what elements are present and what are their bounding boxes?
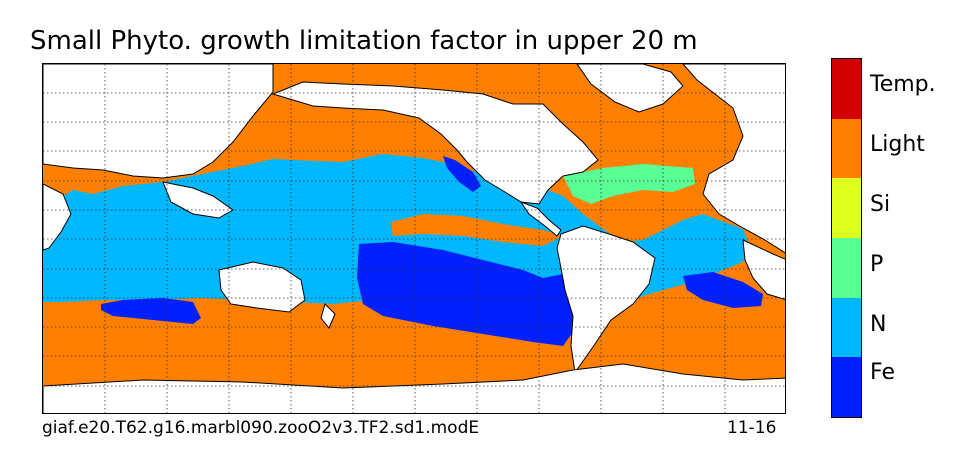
australia-landmass [218, 261, 306, 313]
colorbar-segment-temp [832, 59, 861, 119]
south-america-landmass [556, 225, 656, 374]
colorbar-label-fe: Fe [870, 360, 895, 385]
fe-limited-south-atlantic [683, 272, 763, 308]
colorbar-label-light: Light [870, 132, 925, 157]
colorbar-label-temp: Temp. [870, 72, 936, 97]
fe-limited-north-pacific [443, 156, 481, 192]
chart-title: Small Phyto. growth limitation factor in… [30, 26, 698, 56]
colorbar-label-n: N [870, 312, 887, 337]
colorbar-segment-light [832, 118, 861, 179]
new-zealand-landmass [320, 303, 336, 329]
north-america-landmass [271, 81, 599, 205]
fe-limited-south-indian [101, 298, 201, 324]
colorbar-segment-p [832, 238, 861, 298]
period-label: 11-16 [727, 418, 777, 438]
colorbar-segment-si [832, 178, 861, 239]
fe-limited-south-pacific [357, 242, 577, 346]
land-masses [43, 64, 785, 413]
antarctica-landmass [43, 363, 785, 413]
colorbar-label-si: Si [870, 192, 891, 217]
map-gridlines [43, 64, 785, 413]
run-name-label: giaf.e20.T62.g16.marbl090.zooO2v3.TF2.sd… [42, 418, 480, 438]
colorbar-label-p: P [870, 252, 884, 277]
europe-africa-landmass [682, 64, 785, 254]
colorbar-segment-n [832, 297, 861, 358]
eurasia-landmass [43, 64, 274, 179]
p-limited-north-atlantic [563, 164, 695, 204]
africa-horn-landmass [742, 239, 785, 300]
colorbar [831, 58, 862, 418]
colorbar-segment-fe [832, 357, 861, 418]
indonesia-landmass [162, 181, 234, 219]
map-panel [42, 63, 786, 414]
southern-africa-landmass [43, 183, 72, 251]
ocean-map [43, 64, 785, 413]
light-limited-equatorial-tongue [391, 214, 563, 246]
